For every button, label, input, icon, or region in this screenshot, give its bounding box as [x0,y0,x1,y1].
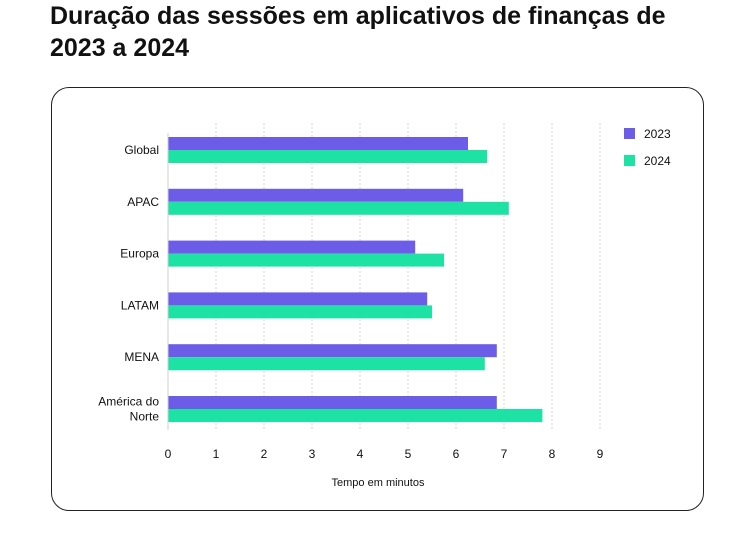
category-labels: Global APAC Europa LATAM MENA América do Norte [98,143,159,424]
bar-2024 [168,150,488,163]
x-tick-label: 7 [501,447,508,461]
legend-swatch-2023 [624,128,635,139]
legend-label-2023: 2023 [644,127,671,141]
category-label: Global [124,143,159,157]
category-label: MENA [124,350,159,364]
bar-2023 [168,188,464,202]
legend-label-2024: 2024 [644,154,671,168]
category-label: LATAM [121,298,159,312]
bar-2023 [168,292,428,306]
category-label: Europa [120,247,159,261]
bar-2024 [168,201,509,215]
bar-2023 [168,137,468,150]
bars [168,137,543,422]
bar-2023 [168,240,416,254]
bar-2024 [168,409,543,422]
category-label: APAC [127,195,159,209]
x-tick-label: 5 [405,447,412,461]
legend: 2023 2024 [624,127,671,168]
chart-title: Duração das sessões em aplicativos de fi… [50,2,666,62]
x-tick-labels: 0 1 2 3 4 5 6 7 8 9 [165,447,604,461]
x-tick-label: 3 [309,447,316,461]
bar-2024 [168,357,485,371]
x-tick-label: 1 [213,447,220,461]
x-axis-title: Tempo em minutos [332,477,425,489]
x-tick-label: 4 [357,447,364,461]
x-tick-label: 0 [165,447,172,461]
x-tick-label: 6 [453,447,460,461]
x-tick-label: 2 [261,447,268,461]
bar-2023 [168,396,497,409]
x-tick-label: 9 [597,447,604,461]
grid-lines [215,123,601,430]
x-tick-label: 8 [549,447,556,461]
bar-2024 [168,305,432,319]
bar-2024 [168,253,444,267]
bar-2023 [168,344,497,358]
legend-swatch-2024 [624,155,635,166]
category-label: América do Norte [98,395,159,424]
